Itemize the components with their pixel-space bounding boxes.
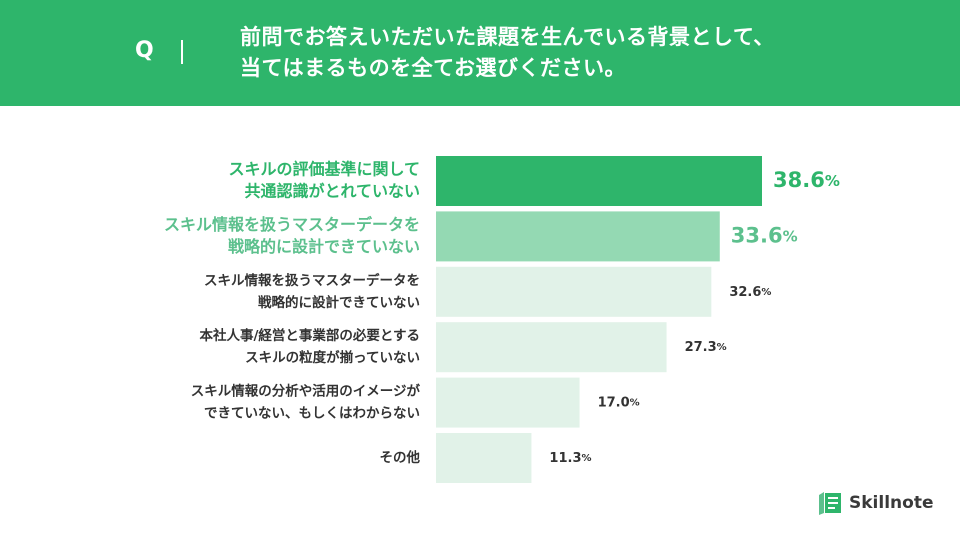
question-header: Q 前問でお答えいただいた課題を生んでいる背景として、 当てはまるものを全てお選… [0, 0, 960, 106]
category-label: 共通認識がとれていない [244, 182, 420, 201]
value-label: 33.6% [731, 223, 798, 247]
bar [436, 322, 667, 373]
bar [436, 211, 720, 262]
skillnote-logo: Skillnote [816, 488, 933, 518]
category-label: 戦略的に設計できていない [228, 237, 420, 256]
value-label: 38.6% [773, 168, 840, 192]
category-label: 本社人事/経営と事業部の必要とする [199, 327, 420, 344]
category-label: スキル情報を扱うマスターデータを [164, 215, 420, 234]
question-line-1: 前問でお答えいただいた課題を生んでいる背景として、 [240, 25, 775, 49]
value-label: 27.3% [685, 340, 727, 355]
category-label: スキルの評価基準に関して [228, 160, 420, 179]
value-label: 11.3% [549, 451, 591, 466]
question-mark: Q [135, 38, 154, 63]
category-label: できていない、もしくはわからない [204, 406, 420, 422]
value-label: 17.0% [598, 395, 640, 410]
question-line-2: 当てはまるものを全てお選びください。 [240, 56, 626, 80]
category-label: スキルの粒度が揃っていない [245, 349, 420, 366]
bar [436, 433, 532, 483]
category-label: スキル情報の分析や活用のイメージが [191, 383, 421, 400]
question-separator [181, 40, 183, 64]
value-label: 32.6% [729, 284, 771, 299]
skillnote-logo-icon [819, 492, 841, 515]
bar [436, 377, 580, 428]
question-text: 前問でお答えいただいた課題を生んでいる背景として、 当てはまるものを全てお選びく… [240, 22, 920, 84]
category-label: スキル情報を扱うマスターデータを [204, 272, 420, 289]
logo-text: Skillnote [849, 493, 934, 513]
category-label: 戦略的に設計できていない [258, 294, 420, 311]
bar [436, 266, 712, 317]
category-label: その他 [380, 449, 421, 466]
bar [436, 156, 762, 206]
